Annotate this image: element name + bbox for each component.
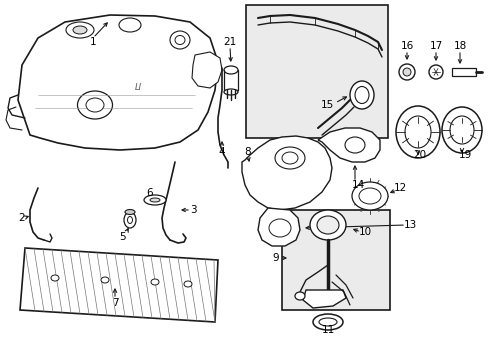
Text: 10: 10 [358, 227, 371, 237]
Ellipse shape [441, 107, 481, 153]
Ellipse shape [316, 216, 338, 234]
Text: 13: 13 [403, 220, 416, 230]
Ellipse shape [124, 212, 136, 228]
Text: 12: 12 [392, 183, 406, 193]
Ellipse shape [86, 98, 104, 112]
Ellipse shape [358, 188, 380, 204]
Ellipse shape [354, 86, 368, 104]
Bar [245, 5, 387, 138]
Ellipse shape [151, 279, 159, 285]
Text: LI: LI [134, 84, 141, 93]
Ellipse shape [224, 66, 238, 74]
Ellipse shape [349, 81, 373, 109]
Text: 11: 11 [321, 325, 334, 335]
Polygon shape [192, 52, 222, 88]
Text: 20: 20 [412, 150, 426, 160]
Ellipse shape [175, 36, 184, 45]
Ellipse shape [66, 22, 94, 38]
Ellipse shape [398, 64, 414, 80]
Text: 16: 16 [400, 41, 413, 51]
Ellipse shape [282, 152, 297, 164]
Text: 19: 19 [457, 150, 470, 160]
Ellipse shape [395, 106, 439, 158]
Text: 5: 5 [119, 232, 125, 242]
Text: 18: 18 [452, 41, 466, 51]
Ellipse shape [309, 210, 346, 240]
Ellipse shape [402, 68, 410, 76]
Text: 8: 8 [244, 147, 251, 157]
Text: 4: 4 [218, 147, 225, 157]
Ellipse shape [345, 137, 364, 153]
Ellipse shape [351, 182, 387, 210]
Ellipse shape [143, 195, 165, 205]
Ellipse shape [274, 147, 305, 169]
Text: 1: 1 [89, 37, 96, 47]
Polygon shape [258, 208, 299, 246]
Ellipse shape [119, 18, 141, 32]
Text: 9: 9 [272, 253, 279, 263]
Ellipse shape [404, 116, 430, 148]
Ellipse shape [77, 91, 112, 119]
Text: 6: 6 [146, 188, 153, 198]
Ellipse shape [150, 198, 160, 202]
Bar [282, 210, 389, 310]
Ellipse shape [312, 314, 342, 330]
Text: 7: 7 [111, 298, 118, 308]
Ellipse shape [127, 216, 132, 224]
Ellipse shape [101, 277, 109, 283]
Text: 3: 3 [189, 205, 196, 215]
Text: 17: 17 [428, 41, 442, 51]
Ellipse shape [73, 26, 87, 34]
Polygon shape [317, 128, 379, 162]
Polygon shape [242, 136, 331, 210]
Text: 21: 21 [223, 37, 236, 47]
Polygon shape [303, 290, 346, 308]
Ellipse shape [170, 31, 190, 49]
Text: 15: 15 [320, 100, 333, 110]
Text: 2: 2 [19, 213, 25, 223]
Ellipse shape [224, 89, 238, 95]
Ellipse shape [428, 65, 442, 79]
Ellipse shape [51, 275, 59, 281]
Polygon shape [20, 248, 218, 322]
Text: 14: 14 [351, 180, 364, 190]
Ellipse shape [294, 292, 305, 300]
Polygon shape [18, 15, 218, 150]
Ellipse shape [183, 281, 192, 287]
Ellipse shape [268, 219, 290, 237]
Ellipse shape [318, 318, 336, 326]
Bar [451, 68, 475, 76]
Ellipse shape [449, 116, 473, 144]
Ellipse shape [125, 210, 135, 215]
